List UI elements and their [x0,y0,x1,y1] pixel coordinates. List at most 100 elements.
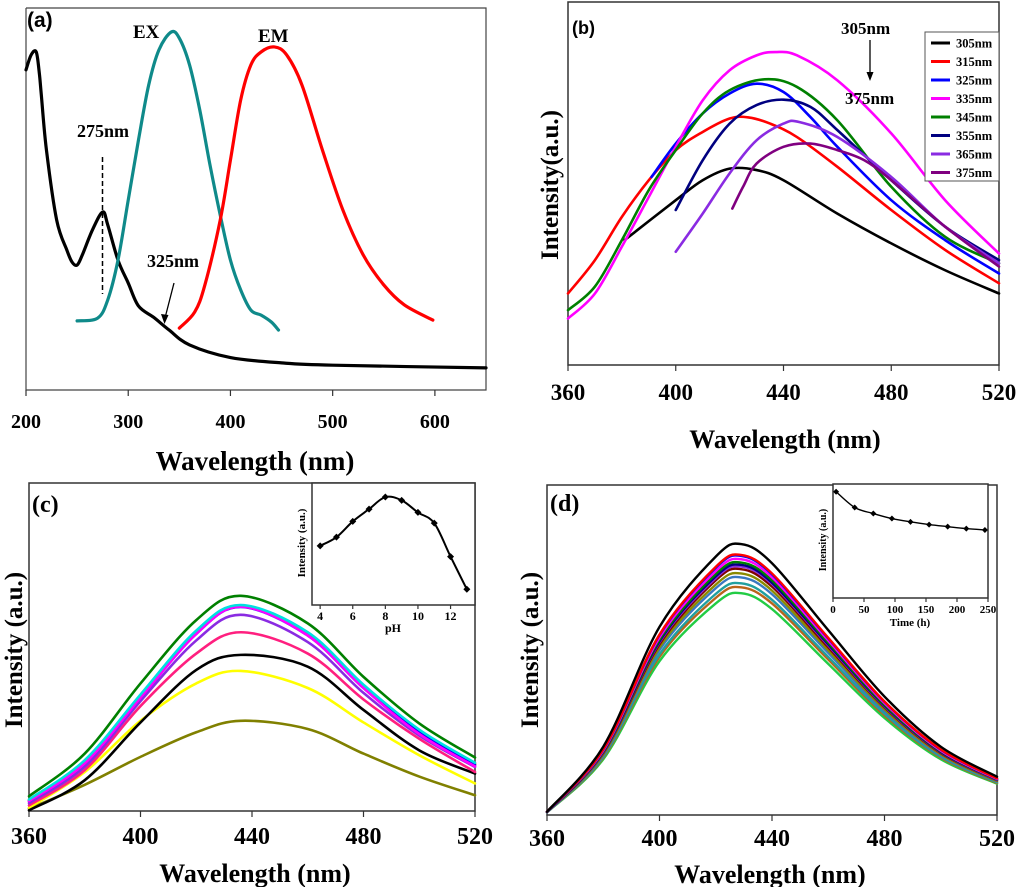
panel-d: 360 400 440 480 520 [529,484,1015,852]
annotation-arrow [164,282,175,319]
data-point-marker [944,523,951,530]
y-axis-title-d-inset: Intensity (a.u.) [818,509,829,572]
x-tick-label: 250 [980,604,997,616]
x-tick-label: 440 [234,824,270,850]
series-line-0 [545,591,999,814]
panel-a: 200 300 400 500 600 [11,7,488,433]
series-line-345nm [566,77,1001,312]
series-line-12 [545,542,999,813]
annotation-ex: EX [133,22,160,43]
x-tick-label: 400 [123,824,159,850]
x-tick-label: 4 [317,609,323,623]
x-tick-label: 600 [420,411,450,433]
x-tick-label: 440 [754,826,790,852]
data-point-marker [926,521,933,528]
series-line-315nm [566,115,1001,295]
data-point-marker [981,526,988,533]
plot-frame [832,483,989,599]
x-axis-title-c: Wavelength (nm) [159,859,350,887]
legend-entry: 315nm [956,55,993,69]
x-tick-label: 6 [350,609,356,623]
panel-label-a: (a) [27,9,53,32]
plot-frame [25,7,487,391]
x-axis-title-a: Wavelength (nm) [156,446,355,476]
x-tick-label: 200 [949,604,966,616]
data-point-marker [332,533,340,541]
legend-entry: 335nm [956,92,993,106]
series-line-0 [24,49,488,370]
data-point-marker [381,493,389,501]
y-axis-title-c-inset: Intensity (a.u.) [296,508,308,577]
legend: 305nm 315nm 325nm 335nm 345nm 355nm 365nm 375nm [924,31,1000,182]
x-tick-label: 480 [867,826,903,852]
x-tick-label: 400 [642,826,678,852]
data-point-marker [316,542,324,550]
y-axis-title-b: Intensity(a.u.) [537,110,564,260]
legend-entry: 345nm [956,111,993,125]
x-tick-label: 520 [982,380,1017,405]
x-axis-title-d: Wavelength (nm) [674,860,865,887]
series-line-375nm [731,142,1001,268]
panel-c-inset: 4 6 8 10 12 [311,482,476,623]
legend-entry: 365nm [956,148,993,162]
inset-background [833,484,988,598]
plot-frame [311,482,476,606]
y-axis-title-c: Intensity (a.u.) [1,572,28,728]
x-tick-label: 300 [113,411,143,433]
legend-box [924,31,1000,182]
x-axis-title-d-inset: Time (h) [890,617,931,629]
y-axis-title-d: Intensity (a.u.) [517,572,544,728]
x-tick-label: 400 [215,411,245,433]
data-point-marker [430,519,438,527]
series-line-3 [27,630,477,807]
series-line-1 [27,669,477,810]
x-tick-label: 50 [859,604,871,616]
annotation-em: EM [258,26,289,47]
x-tick-label: 400 [659,380,694,405]
data-point-marker [365,505,373,513]
inset-background [312,483,475,605]
arrow-down-icon [866,72,874,81]
x-tick-label: 520 [457,824,493,850]
legend-entry: 305nm [956,37,993,51]
x-tick-label: 360 [551,380,586,405]
x-tick-label: 480 [346,824,382,850]
x-tick-label: 360 [11,824,47,850]
data-point-marker [398,496,406,504]
arrow-head-icon [161,314,169,324]
legend-entry: 375nm [956,166,993,180]
x-tick-label: 150 [918,604,935,616]
annotation-325nm: 325nm [147,251,199,271]
x-axis-title-c-inset: pH [385,621,402,635]
legend-entry: 355nm [956,129,993,143]
x-tick-label: 10 [412,609,424,623]
x-tick-label: 0 [830,604,836,616]
legend-entry: 325nm [956,74,993,88]
x-tick-label: 8 [382,609,388,623]
data-point-marker [447,553,455,561]
panel-d-inset: 0 50 100 150 200 250 [830,483,997,616]
series-line-7 [27,605,477,803]
series-line-305nm [623,166,1001,295]
data-point-marker [870,510,877,517]
x-tick-label: 12 [445,609,457,623]
x-tick-label: 100 [887,604,904,616]
x-tick-label: 440 [766,380,801,405]
x-tick-label: 480 [874,380,909,405]
x-tick-label: 200 [11,411,41,433]
data-point-marker [349,517,357,525]
x-tick-label: 360 [529,826,565,852]
panel-c: 360 400 440 480 520 [11,482,493,850]
series-line-2 [177,45,435,330]
series-line-4 [27,613,477,805]
series-line-0 [27,719,477,811]
series-line-7 [545,563,999,814]
x-axis-title-b: Wavelength (nm) [689,425,880,454]
series-line-2 [27,653,477,812]
panel-b: 360 400 440 480 520 [551,1,1017,405]
data-point-marker [463,585,471,593]
panel-label-c: (c) [32,492,59,518]
x-tick-label: 500 [318,411,348,433]
series-line-8 [27,603,477,801]
